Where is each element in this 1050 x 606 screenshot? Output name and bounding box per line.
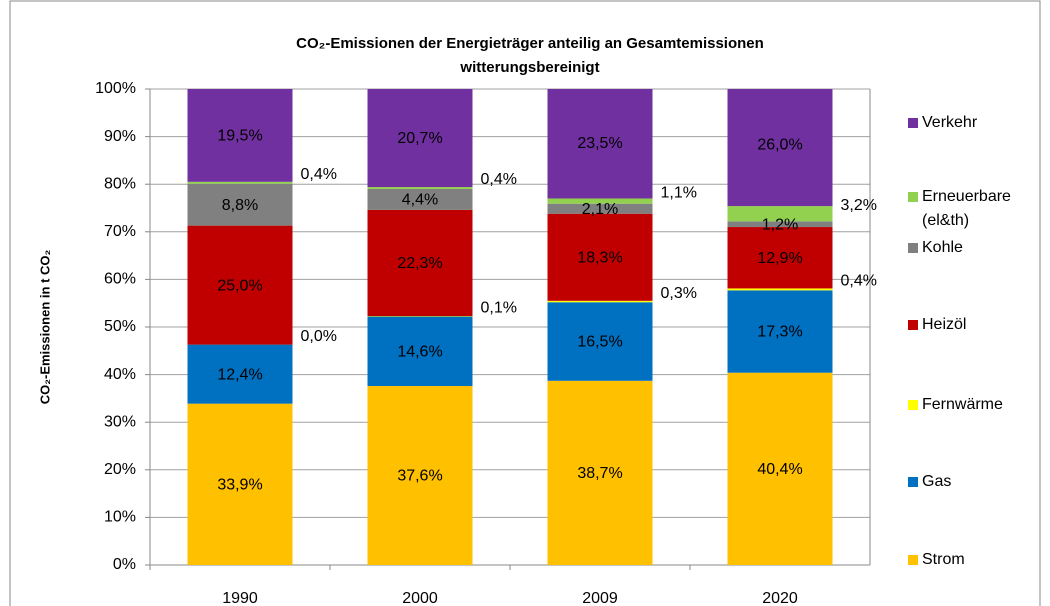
- bar-segment: [367, 209, 473, 317]
- y-tick-label: 100%: [95, 80, 136, 97]
- legend-label: Erneuerbare (el&th): [922, 188, 1015, 229]
- legend-label: Strom: [922, 551, 965, 568]
- chart-subtitle: witterungsbereinigt: [459, 59, 599, 76]
- y-tick-label: 90%: [104, 128, 136, 145]
- bar-segment: [367, 89, 473, 188]
- y-tick-label: 80%: [104, 175, 136, 192]
- x-tick-label: 2020: [762, 590, 798, 606]
- bar-segment: [547, 300, 653, 303]
- bar-segment: [727, 290, 833, 373]
- legend-swatch: [908, 400, 918, 410]
- bar-segment: [727, 206, 833, 222]
- data-label: 17,3%: [757, 324, 802, 341]
- data-label: 18,3%: [577, 249, 622, 266]
- legend-label: Kohle: [922, 239, 963, 256]
- data-label: 0,4%: [841, 273, 877, 290]
- y-tick-label: 20%: [104, 461, 136, 478]
- bar-segment: [547, 203, 653, 214]
- data-label: 37,6%: [397, 468, 442, 485]
- legend-swatch: [908, 555, 918, 565]
- data-label: 3,2%: [841, 197, 877, 214]
- bar-segment: [187, 183, 293, 226]
- bar-segment: [547, 89, 653, 199]
- data-label: 8,8%: [222, 197, 258, 214]
- legend-label: Heizöl: [922, 316, 966, 333]
- bar-segment: [367, 386, 473, 565]
- data-label: 22,3%: [397, 255, 442, 272]
- chart-frame: [9, 0, 1041, 606]
- data-label: 16,5%: [577, 334, 622, 351]
- bar-segment: [367, 316, 473, 387]
- data-label: 33,9%: [217, 477, 262, 494]
- bar-segment: [367, 188, 473, 210]
- legend-label: Verkehr: [922, 114, 978, 131]
- legend-swatch: [908, 118, 918, 128]
- legend-swatch: [908, 320, 918, 330]
- legend-label: Gas: [922, 473, 951, 490]
- data-label: 0,3%: [661, 285, 697, 302]
- data-label: 23,5%: [577, 135, 622, 152]
- y-tick-label: 10%: [104, 509, 136, 526]
- legend-label: Fernwärme: [922, 396, 1003, 413]
- data-label: 12,4%: [217, 366, 262, 383]
- bar-segment: [547, 213, 653, 301]
- bar-segment: [727, 372, 833, 565]
- bar-segment: [367, 187, 473, 189]
- x-tick-label: 1990: [222, 590, 258, 606]
- data-label: 1,2%: [762, 216, 798, 233]
- data-label: 25,0%: [217, 277, 262, 294]
- chart-title: CO₂-Emissionen der Energieträger anteili…: [296, 35, 764, 52]
- y-tick-label: 30%: [104, 413, 136, 430]
- data-label: 0,4%: [481, 171, 517, 188]
- data-label: 0,0%: [301, 328, 337, 345]
- bar-segment: [187, 344, 293, 404]
- bar-segment: [187, 89, 293, 182]
- x-tick-label: 2000: [402, 590, 438, 606]
- y-tick-label: 70%: [104, 223, 136, 240]
- y-tick-label: 50%: [104, 318, 136, 335]
- data-label: 12,9%: [757, 250, 802, 267]
- bar-segment: [187, 181, 293, 184]
- data-label: 4,4%: [402, 192, 438, 209]
- y-tick-label: 40%: [104, 366, 136, 383]
- data-label: 19,5%: [217, 128, 262, 145]
- data-label: 20,7%: [397, 130, 442, 147]
- y-tick-label: 0%: [113, 556, 136, 573]
- legend-swatch: [908, 477, 918, 487]
- bar-segment: [727, 89, 833, 207]
- y-axis-label: CO₂-Emissionen in t CO₂: [37, 250, 52, 405]
- data-label: 0,1%: [481, 300, 517, 317]
- bar-segment: [547, 380, 653, 565]
- legend-swatch: [908, 243, 918, 253]
- data-label: 0,4%: [301, 166, 337, 183]
- x-tick-label: 2009: [582, 590, 618, 606]
- data-label: 38,7%: [577, 465, 622, 482]
- y-tick-label: 60%: [104, 271, 136, 288]
- bar-segment: [727, 221, 833, 228]
- data-label: 2,1%: [582, 201, 618, 218]
- data-label: 26,0%: [757, 136, 802, 153]
- bar-segment: [547, 198, 653, 204]
- data-label: 14,6%: [397, 343, 442, 360]
- data-label: 1,1%: [661, 184, 697, 201]
- bar-segment: [727, 288, 833, 291]
- legend-swatch: [908, 192, 918, 202]
- bar-segment: [547, 302, 653, 381]
- bar-segment: [187, 403, 293, 565]
- bar-segment: [187, 225, 293, 345]
- bar-segment: [727, 227, 833, 289]
- data-label: 40,4%: [757, 461, 802, 478]
